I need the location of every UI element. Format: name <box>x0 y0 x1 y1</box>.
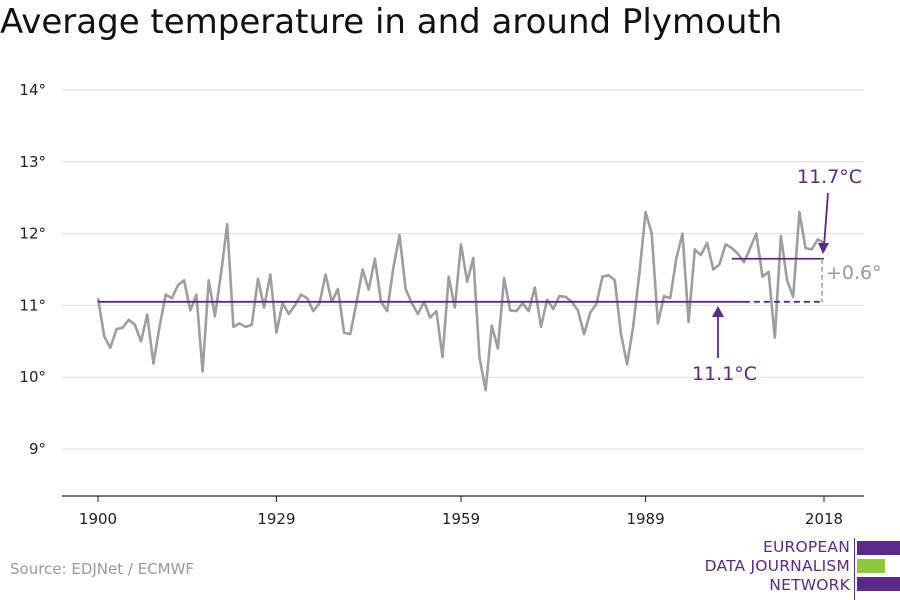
x-tick-label: 1900 <box>79 510 117 528</box>
series-layer <box>96 210 825 392</box>
y-tick-label: 13° <box>19 153 46 171</box>
annotation-recent-average: 11.7°C <box>797 166 862 188</box>
logo-bar-green <box>857 559 885 573</box>
x-tick-label: 1959 <box>442 510 480 528</box>
logo-line-data-journalism: DATA JOURNALISM <box>704 557 850 575</box>
x-axis-ticks: 1900 1929 1959 1989 2018 <box>79 496 843 528</box>
y-tick-label: 10° <box>19 368 46 386</box>
chart-title: Average temperature in and around Plymou… <box>0 2 783 42</box>
y-tick-label: 12° <box>19 225 46 243</box>
arrow-baseline-head <box>712 306 724 317</box>
y-tick-label: 11° <box>19 296 46 314</box>
logo-line-european: EUROPEAN <box>762 538 850 556</box>
grid-lines <box>62 89 864 450</box>
logo-divider <box>854 538 855 600</box>
annotation-baseline-average: 11.1°C <box>692 363 757 385</box>
x-tick-label: 1989 <box>626 510 664 528</box>
logo-bar-purple-bottom <box>857 577 900 591</box>
y-axis-ticks: 9° 10° 11° 12° 13° 14° <box>19 81 46 458</box>
y-tick-label: 14° <box>19 81 46 99</box>
logo-bar-purple-top <box>857 541 900 555</box>
arrow-recent-head <box>818 243 829 254</box>
annotations: 11.7°C 11.1°C +0.6° <box>692 166 882 385</box>
logo-line-network: NETWORK <box>769 576 850 594</box>
edjnet-logo: EUROPEAN DATA JOURNALISM NETWORK <box>700 530 900 600</box>
temperature-series-line <box>96 210 825 392</box>
arrow-recent-shaft <box>823 192 829 247</box>
y-tick-label: 9° <box>29 440 46 458</box>
x-tick-label: 1929 <box>257 510 295 528</box>
annotation-difference: +0.6° <box>826 262 882 284</box>
source-note: Source: EDJNet / ECMWF <box>10 560 195 578</box>
x-tick-label: 2018 <box>805 510 843 528</box>
reference-lines <box>98 257 824 303</box>
